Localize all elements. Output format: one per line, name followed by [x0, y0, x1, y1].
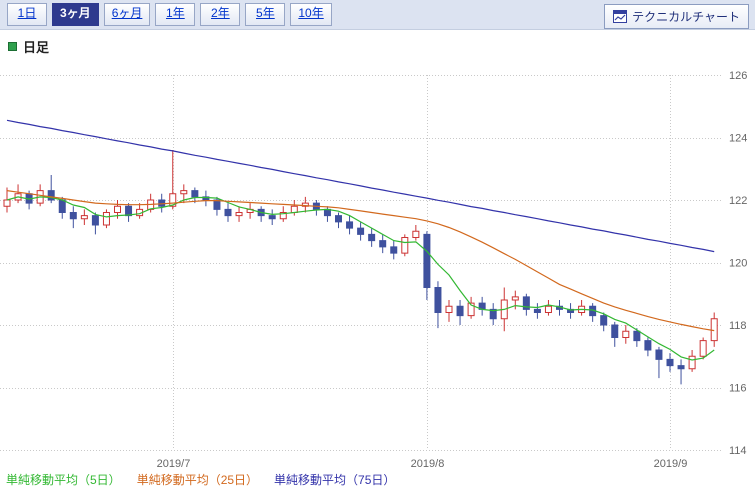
candle-body	[91, 215, 99, 226]
y-tick-label: 126	[729, 70, 747, 82]
candle-body	[114, 205, 121, 213]
candle-body	[335, 215, 342, 223]
x-tick-label: 2019/9	[654, 458, 688, 470]
candle-body	[235, 212, 243, 217]
tab-6months[interactable]: 6ヶ月	[103, 3, 151, 26]
candle-body	[644, 340, 652, 351]
moving-average-lines	[6, 119, 715, 361]
legend-item-sma75: 単純移動平均（75日）	[274, 473, 396, 487]
candle-body	[666, 358, 674, 367]
legend-item-sma25: 単純移動平均（25日）	[136, 473, 259, 487]
sma-line	[6, 196, 715, 361]
candle-body	[412, 230, 420, 238]
candle-body	[622, 330, 630, 338]
candle-body	[125, 205, 133, 217]
tab-1day[interactable]: 1日	[7, 3, 47, 26]
candle-body	[58, 199, 66, 213]
candle-body	[533, 308, 541, 313]
y-tick-label: 116	[729, 383, 747, 395]
candle-body	[169, 193, 177, 207]
tab-2years[interactable]: 2年	[200, 3, 241, 26]
candle-body	[346, 221, 354, 229]
x-tick-label: 2019/7	[157, 458, 191, 470]
period-tabbar: 1日 3ヶ月 6ヶ月 1年 2年 5年 10年 テクニカルチャート	[0, 0, 755, 30]
candle-body	[390, 246, 398, 254]
chart-legend: 単純移動平均（5日） 単純移動平均（25日） 単純移動平均（75日）	[6, 471, 395, 488]
technical-chart-button[interactable]: テクニカルチャート	[604, 4, 749, 29]
candle-body	[180, 190, 188, 195]
candle-body	[368, 233, 376, 242]
candle-body	[633, 330, 641, 342]
candle-body	[600, 315, 608, 326]
sma-line	[6, 119, 715, 253]
candle-body	[522, 296, 530, 310]
candle-body	[467, 302, 475, 317]
candle-body	[489, 308, 497, 320]
candle-body	[3, 199, 11, 207]
candle-body	[456, 305, 464, 317]
candle-body	[445, 305, 453, 313]
technical-chart-icon	[613, 10, 628, 23]
candle-body	[379, 240, 387, 248]
candle-body	[511, 296, 519, 301]
candle-body	[688, 355, 696, 370]
candle-body	[268, 215, 276, 220]
candle-body	[544, 305, 552, 313]
tab-3months[interactable]: 3ヶ月	[52, 3, 99, 26]
candle-body	[224, 208, 232, 217]
gridlines	[0, 75, 723, 451]
price-chart: 114 116 118 120 122 124 126 2019/7 2019/8 2019/9	[0, 70, 748, 470]
y-tick-label: 118	[729, 320, 747, 332]
candle-body	[301, 202, 309, 207]
candle-body	[191, 190, 199, 198]
candle-body	[699, 340, 707, 357]
candle-body	[290, 205, 298, 213]
legend-item-sma5: 単純移動平均（5日）	[6, 473, 121, 487]
x-tick-label: 2019/8	[411, 458, 445, 470]
candle-body	[401, 237, 409, 254]
candle-body	[655, 349, 663, 360]
sma-line	[6, 190, 715, 332]
candle-body	[102, 212, 110, 226]
y-tick-label: 114	[729, 445, 747, 457]
candle-body	[69, 212, 77, 220]
candle-body	[279, 212, 287, 220]
candlesticks	[3, 150, 718, 385]
candle-body	[434, 287, 442, 313]
chart-type-label: 日足	[23, 40, 50, 55]
chart-type-header: 日足	[8, 37, 49, 56]
candle-body	[80, 215, 88, 220]
candle-body	[423, 233, 431, 288]
tab-10years[interactable]: 10年	[290, 3, 332, 26]
candle-body	[47, 190, 55, 201]
y-tick-label: 120	[729, 258, 747, 270]
candle-body	[677, 365, 685, 370]
y-tick-label: 124	[729, 133, 747, 145]
tab-1year[interactable]: 1年	[155, 3, 196, 26]
axis-labels: 114 116 118 120 122 124 126 2019/7 2019/8 2019/9	[157, 70, 748, 470]
y-tick-label: 122	[729, 195, 747, 207]
candle-body	[213, 199, 221, 210]
tab-5years[interactable]: 5年	[245, 3, 286, 26]
bullet-square-icon	[8, 42, 17, 51]
candle-body	[357, 227, 365, 235]
candle-body	[611, 324, 619, 338]
technical-chart-label: テクニカルチャート	[632, 10, 740, 24]
